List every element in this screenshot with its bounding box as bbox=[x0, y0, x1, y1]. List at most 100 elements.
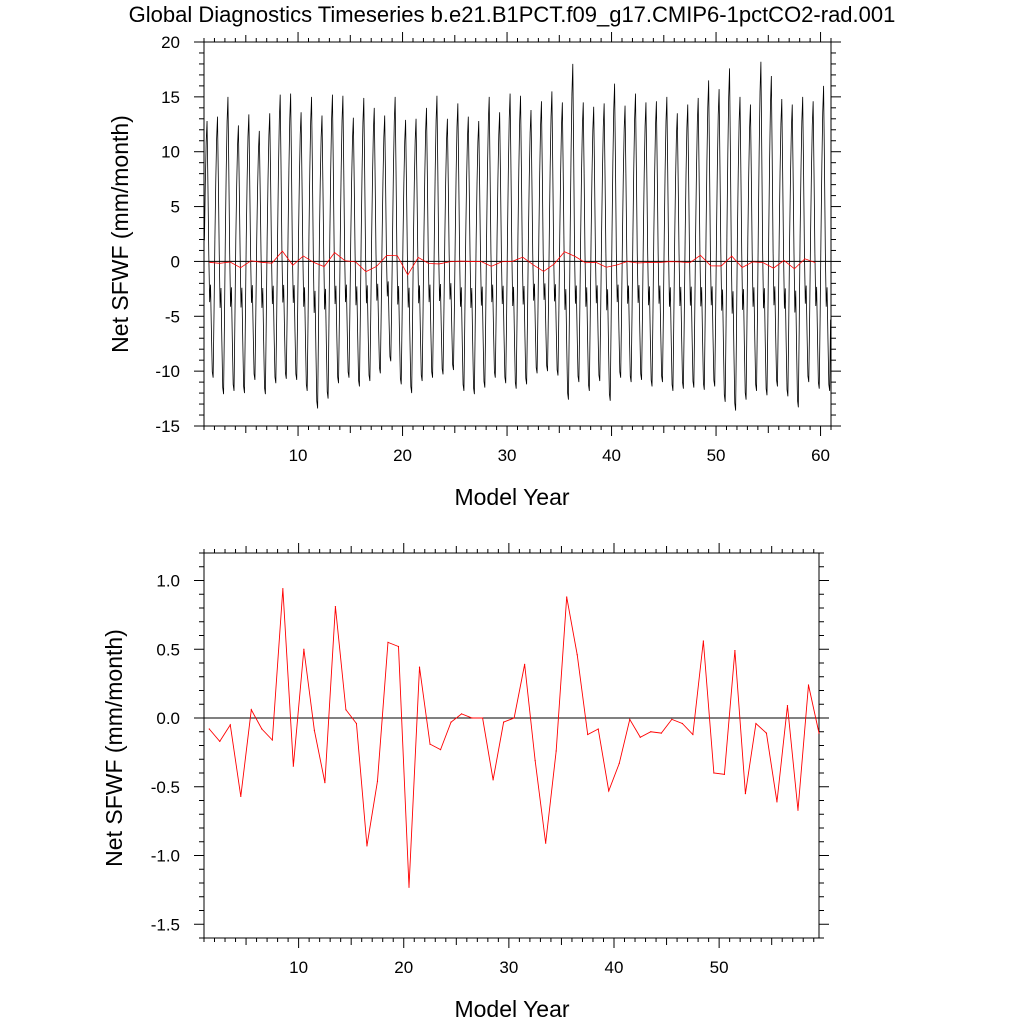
annual-mean-point bbox=[723, 773, 725, 775]
annual-mean-point bbox=[229, 724, 231, 726]
y-tick-label: -10 bbox=[155, 362, 180, 381]
annual-mean-point bbox=[702, 640, 704, 642]
annual-mean-point bbox=[439, 749, 442, 751]
plot-frame bbox=[203, 41, 832, 427]
annual-mean-point bbox=[681, 722, 683, 725]
annual-mean-point bbox=[744, 793, 747, 795]
annual-mean-point bbox=[545, 842, 547, 844]
y-tick-label: 10 bbox=[161, 143, 180, 162]
annual-mean-series-line bbox=[208, 588, 820, 888]
annual-mean-point bbox=[713, 772, 715, 774]
annual-mean-point bbox=[418, 666, 421, 668]
annual-mean-point bbox=[576, 654, 578, 656]
annual-mean-point bbox=[240, 795, 242, 797]
y-axis-label: Net SFWF (mm/month) bbox=[107, 115, 133, 353]
x-tick-label: 50 bbox=[707, 446, 726, 465]
annual-mean-point bbox=[534, 760, 536, 762]
annual-mean-point bbox=[387, 641, 389, 643]
annual-mean-point bbox=[450, 721, 452, 723]
monthly-series-line bbox=[204, 61, 831, 411]
annual-mean-point bbox=[692, 733, 694, 736]
annual-mean-point bbox=[555, 750, 557, 752]
annual-mean-point bbox=[587, 733, 589, 736]
annual-mean-point bbox=[345, 709, 347, 711]
annual-mean-point bbox=[282, 588, 284, 590]
x-tick-label: 50 bbox=[710, 958, 729, 977]
y-tick-label: 0.5 bbox=[156, 640, 180, 659]
y-tick-label: -15 bbox=[155, 417, 180, 436]
annual-mean-point bbox=[208, 728, 210, 730]
y-tick-label: 15 bbox=[161, 88, 180, 107]
annual-mean-point bbox=[471, 717, 473, 719]
annual-mean-point bbox=[513, 717, 515, 719]
annual-mean-point bbox=[303, 648, 305, 650]
axis-ticks: 10 20 30 40 50 -1.5 -1.0 -0.5 0.0 0.5 1.0 bbox=[151, 543, 829, 977]
annual-mean-point bbox=[524, 663, 526, 665]
chart-marks bbox=[204, 588, 820, 888]
annual-mean-point bbox=[271, 739, 273, 741]
x-tick-label: 30 bbox=[499, 958, 518, 977]
annual-mean-panel-bottom: 10 20 30 40 50 -1.5 -1.0 -0.5 0.0 0.5 1.0 Model Ye… bbox=[101, 543, 829, 1022]
annual-mean-point bbox=[765, 732, 768, 734]
x-tick-label: 10 bbox=[289, 958, 308, 977]
y-tick-label: 0.0 bbox=[156, 709, 180, 728]
annual-mean-point bbox=[460, 713, 463, 715]
y-tick-label: 1.0 bbox=[156, 572, 180, 591]
annual-mean-point bbox=[408, 886, 410, 888]
annual-mean-point bbox=[397, 645, 400, 648]
annual-mean-point bbox=[618, 762, 620, 764]
annual-mean-point bbox=[292, 765, 294, 767]
annual-mean-point bbox=[776, 801, 778, 803]
annual-mean-point bbox=[261, 728, 263, 730]
y-tick-label: 20 bbox=[161, 33, 180, 52]
annual-mean-point bbox=[376, 780, 379, 782]
annual-mean-point bbox=[219, 740, 221, 742]
annual-mean-point bbox=[366, 845, 368, 847]
annual-mean-point bbox=[597, 728, 599, 730]
x-tick-label: 60 bbox=[811, 446, 830, 465]
annual-mean-point bbox=[818, 732, 820, 734]
x-tick-label: 20 bbox=[393, 446, 412, 465]
y-tick-label: -1.5 bbox=[151, 915, 180, 934]
x-axis-label: Model Year bbox=[454, 996, 569, 1022]
annual-mean-point bbox=[429, 743, 431, 745]
annual-mean-point bbox=[734, 650, 736, 652]
chart-marks bbox=[204, 61, 831, 411]
y-tick-label: 0 bbox=[171, 252, 180, 271]
annual-mean-point bbox=[250, 709, 252, 711]
annual-mean-point bbox=[481, 717, 484, 719]
annual-mean-point bbox=[807, 684, 810, 686]
annual-mean-point bbox=[334, 606, 337, 608]
annual-mean-point bbox=[566, 596, 568, 598]
annual-mean-point bbox=[786, 705, 789, 707]
annual-mean-point bbox=[324, 782, 326, 784]
x-tick-label: 20 bbox=[394, 958, 413, 977]
annual-mean-point bbox=[313, 729, 315, 731]
y-axis-label: Net SFWF (mm/month) bbox=[101, 629, 127, 867]
annual-mean-point bbox=[650, 731, 652, 733]
annual-mean-point bbox=[639, 736, 641, 738]
axis-ticks: 10 20 30 40 50 60 -15 -10 -5 0 5 10 15 20 bbox=[155, 32, 841, 465]
x-tick-label: 10 bbox=[289, 446, 308, 465]
annual-mean-series-line bbox=[209, 250, 816, 276]
x-axis-label: Model Year bbox=[454, 484, 569, 510]
annual-mean-point bbox=[797, 809, 799, 811]
x-tick-label: 40 bbox=[605, 958, 624, 977]
x-tick-label: 40 bbox=[602, 446, 621, 465]
x-tick-label: 30 bbox=[498, 446, 517, 465]
y-tick-label: -0.5 bbox=[151, 778, 180, 797]
annual-mean-point bbox=[629, 718, 631, 720]
annual-mean-point bbox=[608, 790, 610, 792]
annual-mean-point bbox=[492, 779, 494, 781]
annual-mean-point bbox=[755, 722, 757, 725]
figure-title: Global Diagnostics Timeseries b.e21.B1PC… bbox=[129, 2, 896, 27]
annual-mean-point bbox=[355, 722, 358, 725]
annual-mean-point bbox=[503, 721, 505, 723]
annual-mean-point bbox=[671, 718, 673, 720]
y-tick-label: -5 bbox=[165, 307, 180, 326]
annual-mean-point bbox=[660, 732, 662, 734]
y-tick-label: 5 bbox=[171, 198, 180, 217]
y-tick-label: -1.0 bbox=[151, 847, 180, 866]
